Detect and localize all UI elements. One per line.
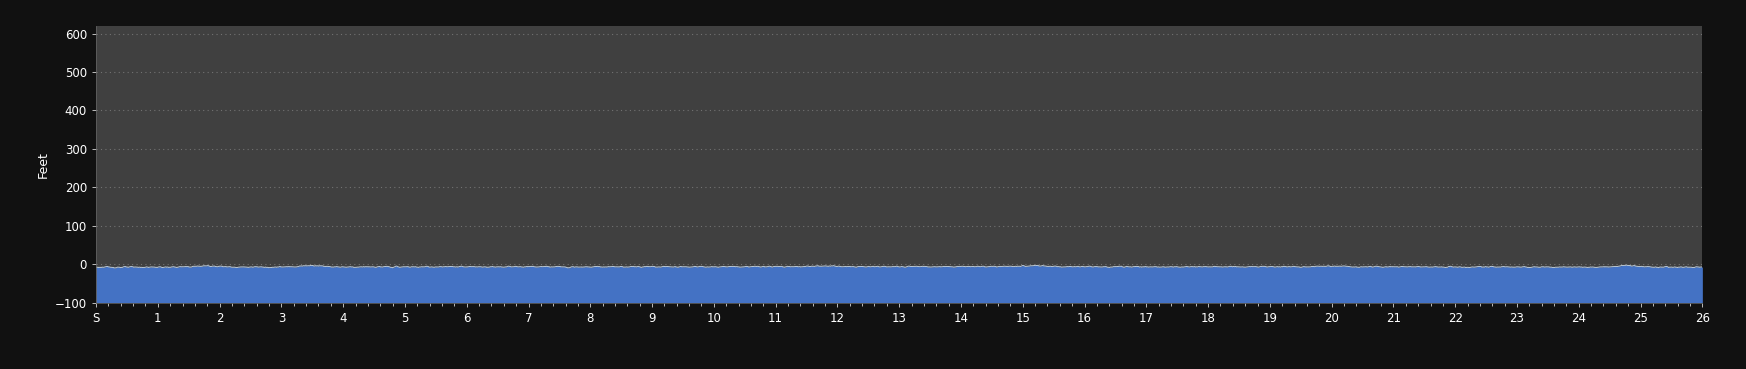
Y-axis label: Feet: Feet bbox=[37, 151, 49, 177]
